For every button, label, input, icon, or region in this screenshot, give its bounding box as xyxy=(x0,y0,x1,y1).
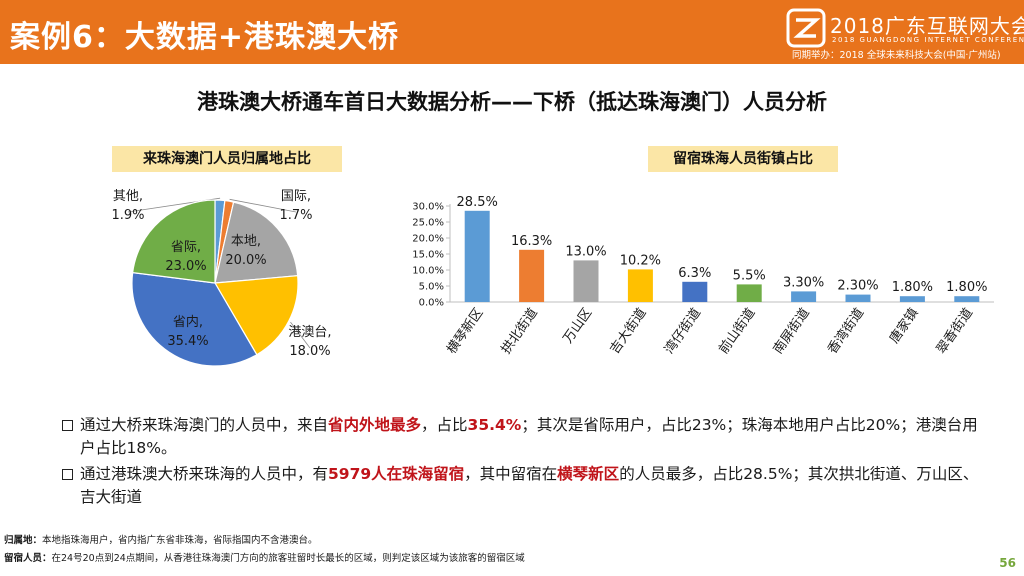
header-bar: 案例6：大数据+港珠澳大桥 2018广东互联网大会 2018 GUANGDONG… xyxy=(0,0,1024,64)
pie-slice-value: 1.7% xyxy=(279,208,312,223)
x-category-label: 香湾街道 xyxy=(824,305,867,357)
bullet-text: 通过大桥来珠海澳门的人员中，来自 xyxy=(80,416,329,434)
footnote-text: 在24号20点到24点期间，从香港往珠海澳门方向的旅客驻留时长最长的区域，则判定… xyxy=(51,553,525,564)
pie-slice-value: 20.0% xyxy=(225,253,266,268)
footnote-item: 归属地：本地指珠海用户，省内指广东省非珠海，省际指国内不含港澳台。 xyxy=(4,532,984,550)
bar xyxy=(519,249,545,302)
bar xyxy=(464,210,490,302)
bullet-text: 通过港珠澳大桥来珠海的人员中，有 xyxy=(80,465,329,483)
footnotes: 归属地：本地指珠海用户，省内指广东省非珠海，省际指国内不含港澳台。 留宿人员：在… xyxy=(4,532,984,568)
bar-value-label: 28.5% xyxy=(457,195,498,210)
x-category-label: 南屏街道 xyxy=(770,305,813,357)
x-category-label: 前山街道 xyxy=(716,305,759,357)
x-category-label: 唐家镇 xyxy=(886,305,921,346)
pie-slice-value: 23.0% xyxy=(165,259,206,274)
bar-value-label: 5.5% xyxy=(733,268,766,283)
pie-slice xyxy=(131,199,216,284)
checkbox-square-icon xyxy=(62,469,73,480)
bar xyxy=(791,291,817,302)
pie-leader-line xyxy=(290,321,311,349)
slide-title: 案例6：大数据+港珠澳大桥 xyxy=(10,20,400,55)
y-tick-label: 0.0% xyxy=(419,298,444,309)
pie-chart: 其他, 1.9% 国际, 1.7% 本地, 20.0% 港澳台, 18.0% 省内, 35.4% 省… xyxy=(111,189,332,367)
y-tick-label: 10.0% xyxy=(412,266,444,277)
y-tick-label: 30.0% xyxy=(412,202,444,213)
bar-value-label: 3.30% xyxy=(783,275,824,290)
bar-value-label: 1.80% xyxy=(946,280,987,295)
x-category-label: 湾仔街道 xyxy=(661,305,704,357)
bar-value-label: 1.80% xyxy=(892,280,933,295)
bullet-text: ，占比 xyxy=(421,416,468,434)
bar-chart-title: 留宿珠海人员街镇占比 xyxy=(648,146,838,172)
bullet-item: 通过大桥来珠海澳门的人员中，来自省内外地最多，占比35.4%；其次是省际用户，占… xyxy=(62,414,982,460)
y-tick-label: 15.0% xyxy=(412,250,444,261)
pie-slice-value: 18.0% xyxy=(289,344,330,359)
pie-slice xyxy=(214,275,299,356)
pie-slice-value: 35.4% xyxy=(167,334,208,349)
bar-chart: 0.0% 5.0% 10.0% 15.0% 20.0% 25.0% 30.0% 28.5% 横琴… xyxy=(412,195,994,357)
bullet-text: 的人员最多，占比28.5%；其次拱北街道、万山区、吉大街道 xyxy=(80,465,979,506)
y-tick-label: 25.0% xyxy=(412,218,444,229)
pie-leader-line xyxy=(229,198,297,213)
pie-slice xyxy=(131,271,258,367)
y-tick-label: 5.0% xyxy=(419,282,444,293)
bar xyxy=(899,296,925,302)
conference-logo-icon xyxy=(786,8,826,48)
bullet-highlight: 省内外地最多 xyxy=(328,416,422,434)
bar-value-label: 13.0% xyxy=(565,244,606,259)
bullet-item: 通过港珠澳大桥来珠海的人员中，有5979人在珠海留宿，其中留宿在横琴新区的人员最… xyxy=(62,463,982,509)
bar-value-label: 10.2% xyxy=(620,253,661,268)
y-tick-label: 20.0% xyxy=(412,234,444,245)
bullet-text: ，其中留宿在 xyxy=(464,465,558,483)
pie-slice-label: 其他, xyxy=(113,189,143,204)
bar xyxy=(954,296,980,302)
bar xyxy=(845,294,871,302)
checkbox-square-icon xyxy=(62,420,73,431)
footnote-item: 留宿人员：在24号20点到24点期间，从香港往珠海澳门方向的旅客驻留时长最长的区… xyxy=(4,550,984,568)
pie-slice-label: 国际, xyxy=(281,189,311,204)
pie-slice-value: 1.9% xyxy=(111,208,144,223)
x-category-label: 吉大街道 xyxy=(608,306,650,357)
main-title: 港珠澳大桥通车首日大数据分析——下桥（抵达珠海澳门）人员分析 xyxy=(197,90,827,114)
footnote-key: 留宿人员： xyxy=(4,553,52,564)
logo-sub-text: 2018 GUANGDONG INTERNET CONFERENCE xyxy=(832,36,1024,44)
footnote-text: 本地指珠海用户，省内指广东省非珠海，省际指国内不含港澳台。 xyxy=(42,535,318,546)
pie-chart-title: 来珠海澳门人员归属地占比 xyxy=(112,146,342,172)
logo-org-text: 同期举办：2018 全球未来科技大会(中国·广州站) xyxy=(792,50,1001,61)
summary-bullets: 通过大桥来珠海澳门的人员中，来自省内外地最多，占比35.4%；其次是省际用户，占… xyxy=(62,414,982,512)
x-category-label: 万山区 xyxy=(561,306,596,347)
bullet-highlight: 5979人在珠海留宿 xyxy=(328,465,465,483)
pie-slice-label: 港澳台, xyxy=(288,324,331,340)
logo-main-text: 2018广东互联网大会 xyxy=(830,14,1024,38)
x-category-label: 横琴新区 xyxy=(444,305,487,357)
bar xyxy=(682,281,708,302)
bar-value-label: 2.30% xyxy=(837,279,878,294)
bar xyxy=(573,260,599,302)
bar xyxy=(627,269,653,302)
page-number: 56 xyxy=(999,556,1016,570)
bullet-highlight: 横琴新区 xyxy=(557,465,620,483)
pie-slice-label: 本地, xyxy=(231,234,261,249)
pie-slice-label: 省内, xyxy=(173,314,203,330)
bullet-text: ；其次是省际用户，占比23%；珠海本地用户占比20%；港澳台用户占比18%。 xyxy=(80,416,978,457)
pie-slice-label: 省际, xyxy=(171,240,201,255)
bullet-highlight: 35.4% xyxy=(467,416,522,434)
bar-value-label: 16.3% xyxy=(511,234,552,249)
x-category-label: 翠香街道 xyxy=(934,306,976,357)
footnote-key: 归属地： xyxy=(4,535,43,546)
x-category-label: 拱北街道 xyxy=(499,306,541,357)
conference-logo: 2018广东互联网大会 2018 GUANGDONG INTERNET CONF… xyxy=(782,6,1024,61)
pie-slice xyxy=(214,201,299,284)
bar-value-label: 6.3% xyxy=(678,266,711,281)
bar xyxy=(736,284,762,302)
